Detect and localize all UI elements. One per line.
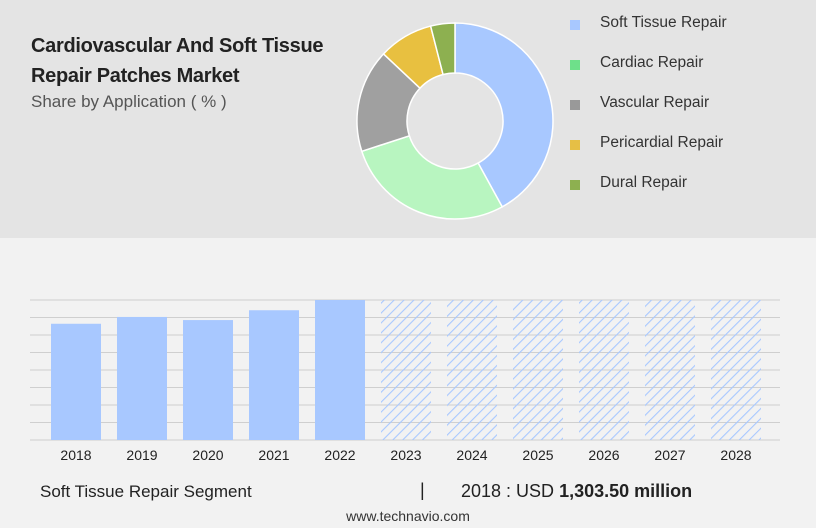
legend-swatch [570,100,580,110]
bar-chart: 2018 2019 2020 2021 2022 2023 2024 2025 2026 2027… [30,299,780,463]
donut-chart [356,22,554,220]
segment-value: 2018 : USD 1,303.50 million [461,481,692,502]
x-tick-label: 2018 [60,447,91,463]
legend-swatch [570,20,580,30]
bar-2020 [183,320,233,440]
segment-label: Soft Tissue Repair Segment [40,482,252,501]
donut-slice-dural-repair [429,22,456,76]
legend-swatch [570,140,580,150]
bar-2024 [447,300,497,440]
bar-2019 [117,316,167,440]
x-tick-label: 2021 [258,447,289,463]
bar-2027 [645,300,695,440]
donut-slice-cardiac-repair [360,134,504,220]
x-tick-label: 2024 [456,447,487,463]
x-tick-label: 2020 [192,447,223,463]
chart-title: Cardiovascular And Soft Tissue Repair Pa… [31,35,324,87]
bar-2026 [579,300,629,440]
legend-label: Pericardial Repair [600,134,724,151]
legend-label: Cardiac Repair [600,54,704,71]
legend-swatch [570,180,580,190]
bar-2028 [711,300,761,440]
donut-slice-soft-tissue-repair [454,22,554,208]
legend-label: Vascular Repair [600,94,710,111]
value-prefix: 2018 : USD [461,481,555,501]
source-link[interactable]: www.technavio.com [346,508,470,524]
x-tick-label: 2025 [522,447,553,463]
footer-divider: | [420,480,425,500]
x-tick-label: 2022 [324,447,355,463]
legend-swatch [570,60,580,70]
bar-2023 [381,300,431,440]
x-tick-label: 2028 [720,447,751,463]
x-tick-label: 2023 [390,447,421,463]
bar-chart-panel: 2018 2019 2020 2021 2022 2023 2024 2025 2026 2027… [0,238,816,528]
bar-2022 [315,300,365,440]
x-tick-label: 2019 [126,447,157,463]
bar-2018 [51,323,101,440]
x-tick-label: 2027 [654,447,685,463]
value-amount: 1,303.50 million [559,481,693,501]
chart-subtitle: Share by Application ( % ) [31,92,227,111]
legend-label: Dural Repair [600,174,688,191]
bar-2021 [249,310,299,440]
bar-2025 [513,300,563,440]
legend-label: Soft Tissue Repair [600,14,727,31]
x-tick-label: 2026 [588,447,619,463]
